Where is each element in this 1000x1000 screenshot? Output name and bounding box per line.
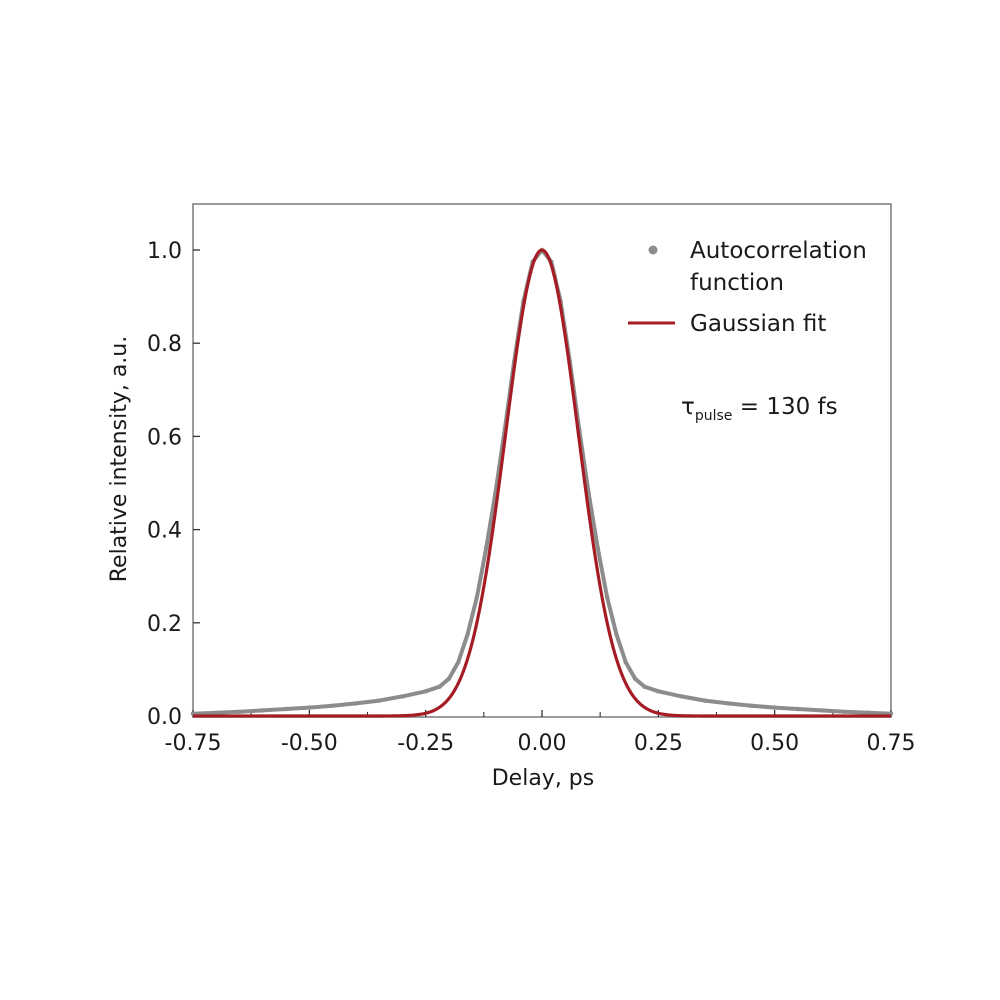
autocorrelation-point: [437, 684, 442, 689]
y-tick-label: 1.0: [147, 239, 182, 264]
autocorrelation-point: [353, 701, 359, 706]
autocorrelation-point: [595, 546, 601, 551]
autocorrelation-point: [795, 706, 801, 712]
autocorrelation-point: [679, 694, 684, 699]
y-tick-label: 0.2: [147, 612, 182, 637]
autocorrelation-point: [237, 709, 242, 715]
autocorrelation-point: [749, 703, 754, 708]
autocorrelation-point: [632, 676, 638, 681]
y-tick-label: 0.0: [147, 705, 182, 730]
autocorrelation-point: [456, 660, 461, 665]
autocorrelation-point: [656, 689, 661, 694]
legend-autocorrelation-label-line1: Autocorrelation: [690, 238, 867, 264]
tau-subscript: pulse: [695, 408, 733, 424]
autocorrelation-point: [474, 594, 480, 600]
x-tick-label: 0.25: [634, 731, 683, 756]
autocorrelation-point: [865, 710, 870, 715]
y-tick-label: 0.8: [147, 332, 182, 357]
x-axis-title: Delay, ps: [492, 766, 595, 791]
autocorrelation-point: [376, 698, 382, 703]
autocorrelation-point: [604, 594, 610, 600]
legend-autocorrelation-label-line2: function: [690, 270, 784, 296]
legend: Autocorrelation function Gaussian fit: [628, 238, 867, 337]
x-tick-label: -0.75: [165, 731, 222, 756]
y-axis-title: Relative intensity, a.u.: [107, 336, 132, 583]
pulse-duration-annotation: τpulse = 130 fs: [681, 394, 838, 424]
autocorrelation-point: [702, 698, 708, 703]
autocorrelation-point: [423, 689, 428, 694]
autocorrelation-point: [446, 676, 452, 681]
autocorrelation-point: [465, 632, 470, 637]
legend-gaussian-label: Gaussian fit: [690, 311, 826, 337]
x-tick-label: 0.50: [750, 731, 799, 756]
autocorrelation-point: [772, 705, 777, 710]
autocorrelation-point: [842, 709, 847, 715]
x-tick-label: 0.75: [867, 731, 916, 756]
y-tick-label: 0.4: [147, 519, 182, 544]
autocorrelation-point: [214, 710, 219, 715]
x-tick-label: -0.50: [281, 731, 338, 756]
autocorrelation-point: [642, 684, 647, 689]
x-axis-ticks: -0.75 -0.50 -0.25 0.00 0.25 0.50 0.75: [165, 710, 916, 756]
autocorrelation-point: [307, 705, 312, 710]
autocorrelation-point: [725, 701, 731, 706]
autocorrelation-point: [623, 660, 628, 665]
y-tick-label: 0.6: [147, 425, 182, 450]
pulse-duration-value: = 130 fs: [732, 394, 837, 420]
autocorrelation-point: [614, 632, 619, 637]
gaussian-fit-line: [193, 248, 891, 718]
autocorrelation-point: [330, 703, 335, 708]
autocorrelation-point: [483, 546, 489, 551]
x-tick-label: -0.25: [397, 731, 454, 756]
autocorrelation-point: [819, 708, 824, 713]
x-tick-label: 0.00: [518, 731, 567, 756]
legend-autocorrelation-marker: [648, 245, 658, 255]
autocorrelation-point: [400, 694, 405, 699]
autocorrelation-point: [260, 708, 265, 713]
y-axis-ticks: 0.0 0.2 0.4 0.6 0.8 1.0: [147, 239, 200, 730]
autocorrelation-point: [283, 706, 289, 712]
tau-symbol: τ: [681, 394, 695, 420]
